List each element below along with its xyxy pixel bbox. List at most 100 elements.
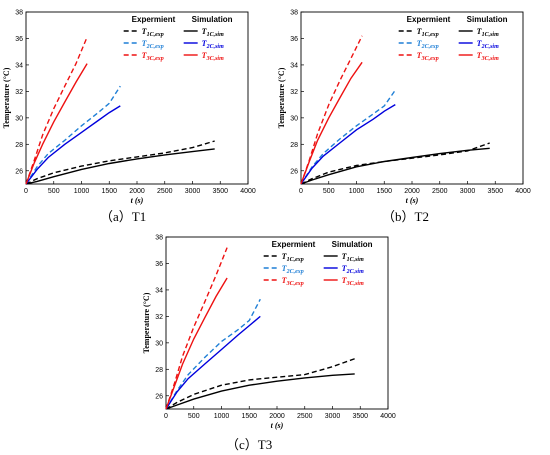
- y-tick-label: 26: [15, 168, 23, 175]
- chart-panel-a: 0 500 1000 1500 2000 2500 3000 3500 4000 26 28 30 32…: [2, 10, 256, 206]
- x-tick-label: 500: [48, 188, 60, 195]
- x-tick-label: 0: [164, 413, 168, 420]
- x-axis-label: t (s): [406, 196, 419, 205]
- y-tick-label: 26: [290, 168, 298, 175]
- legend-label: T3C,exp: [282, 276, 304, 287]
- x-tick-label: 3000: [325, 413, 341, 420]
- series-line-T2C-sim: [300, 103, 396, 185]
- x-tick-label: 3500: [212, 188, 228, 195]
- y-tick-label: 28: [155, 367, 163, 374]
- series-line-T2C-sim: [25, 105, 121, 185]
- caption-b: （b）T2: [382, 209, 429, 224]
- legend-header-experiment: Expermient: [132, 15, 176, 24]
- legend-header-simulation: Simulation: [332, 240, 373, 249]
- y-tick-label: 32: [15, 89, 23, 96]
- series-line-T3C-exp: [25, 36, 88, 185]
- x-tick-label: 4000: [515, 188, 531, 195]
- series-line-T1C-exp: [165, 358, 355, 410]
- x-tick-label: 1000: [74, 188, 90, 195]
- x-axis-label: t (s): [131, 196, 144, 205]
- y-tick-label: 38: [15, 10, 23, 17]
- y-tick-label: 30: [155, 340, 163, 347]
- y-tick-label: 34: [290, 62, 298, 69]
- y-tick-label: 36: [15, 36, 23, 43]
- x-tick-label: 3000: [460, 188, 476, 195]
- chart-panel-c: 0 500 1000 1500 2000 2500 3000 3500 4000 26 28 30 32…: [142, 235, 396, 431]
- series-line-T3C-exp: [300, 35, 363, 185]
- y-tick-label: 30: [15, 115, 23, 122]
- x-tick-label: 4000: [380, 413, 396, 420]
- x-tick-label: 2000: [269, 413, 285, 420]
- series-line-T1C-exp: [300, 142, 490, 185]
- x-tick-label: 3500: [352, 413, 368, 420]
- series-line-T1C-exp: [25, 140, 215, 185]
- caption-a: （a）T1: [100, 209, 147, 224]
- y-tick-label: 26: [155, 393, 163, 400]
- x-tick-label: 1000: [349, 188, 365, 195]
- legend-label: T3C,sim: [202, 51, 224, 62]
- legend-label: T1C,exp: [282, 252, 304, 263]
- series-line-T2C-sim: [165, 315, 261, 410]
- caption-c: （c）T3: [226, 437, 273, 452]
- y-tick-label: 32: [290, 89, 298, 96]
- chart-panel-b: 0 500 1000 1500 2000 2500 3000 3500 4000 26 28 30 32…: [277, 10, 531, 206]
- x-tick-label: 2500: [297, 413, 313, 420]
- y-axis-label: Temperature (°C): [142, 292, 151, 353]
- x-tick-label: 0: [24, 188, 28, 195]
- y-tick-label: 30: [290, 115, 298, 122]
- legend-label: T1C,exp: [417, 27, 439, 38]
- series-line-T1C-sim: [25, 148, 215, 185]
- x-tick-label: 2000: [129, 188, 145, 195]
- legend-label: T1C,exp: [142, 27, 164, 38]
- y-axis-label: Temperature (°C): [2, 67, 11, 128]
- series-line-T1C-sim: [300, 147, 490, 185]
- legend-label: T2C,exp: [417, 39, 439, 50]
- x-tick-label: 2000: [404, 188, 420, 195]
- x-tick-label: 1500: [241, 413, 257, 420]
- x-tick-label: 4000: [240, 188, 256, 195]
- y-tick-label: 34: [155, 287, 163, 294]
- y-tick-label: 28: [15, 142, 23, 149]
- series-line-T2C-exp: [165, 298, 261, 410]
- legend-label: T1C,sim: [342, 252, 364, 263]
- series-line-T3C-sim: [165, 277, 228, 410]
- y-tick-label: 32: [155, 314, 163, 321]
- legend-label: T2C,sim: [342, 264, 364, 275]
- series-line-T2C-exp: [300, 89, 396, 185]
- y-tick-label: 36: [155, 261, 163, 268]
- x-tick-label: 0: [299, 188, 303, 195]
- y-tick-label: 38: [155, 235, 163, 242]
- series-line-T3C-sim: [300, 61, 363, 185]
- x-tick-label: 2500: [157, 188, 173, 195]
- x-axis-label: t (s): [271, 421, 284, 430]
- legend-header-experiment: Expermient: [407, 15, 451, 24]
- legend-label: T2C,sim: [477, 39, 499, 50]
- x-tick-label: 3000: [185, 188, 201, 195]
- legend-label: T2C,sim: [202, 39, 224, 50]
- legend-label: T1C,sim: [202, 27, 224, 38]
- series-line-T2C-exp: [25, 85, 121, 185]
- x-tick-label: 500: [323, 188, 335, 195]
- legend-label: T2C,exp: [282, 264, 304, 275]
- legend-header-simulation: Simulation: [467, 15, 508, 24]
- y-tick-label: 38: [290, 10, 298, 17]
- legend-label: T3C,exp: [417, 51, 439, 62]
- y-tick-label: 34: [15, 62, 23, 69]
- series-line-T3C-exp: [165, 247, 228, 410]
- legend-label: T2C,exp: [142, 39, 164, 50]
- legend-header-experiment: Expermient: [272, 240, 316, 249]
- legend-header-simulation: Simulation: [192, 15, 233, 24]
- x-tick-label: 1000: [214, 413, 230, 420]
- x-tick-label: 2500: [432, 188, 448, 195]
- y-tick-label: 36: [290, 36, 298, 43]
- y-axis-label: Temperature (°C): [277, 67, 286, 128]
- legend-label: T3C,sim: [477, 51, 499, 62]
- y-tick-label: 28: [290, 142, 298, 149]
- series-line-T3C-sim: [25, 63, 88, 185]
- legend-label: T1C,sim: [477, 27, 499, 38]
- legend-label: T3C,exp: [142, 51, 164, 62]
- x-tick-label: 500: [188, 413, 200, 420]
- series-line-T1C-sim: [165, 373, 355, 410]
- x-tick-label: 1500: [101, 188, 117, 195]
- x-tick-label: 3500: [487, 188, 503, 195]
